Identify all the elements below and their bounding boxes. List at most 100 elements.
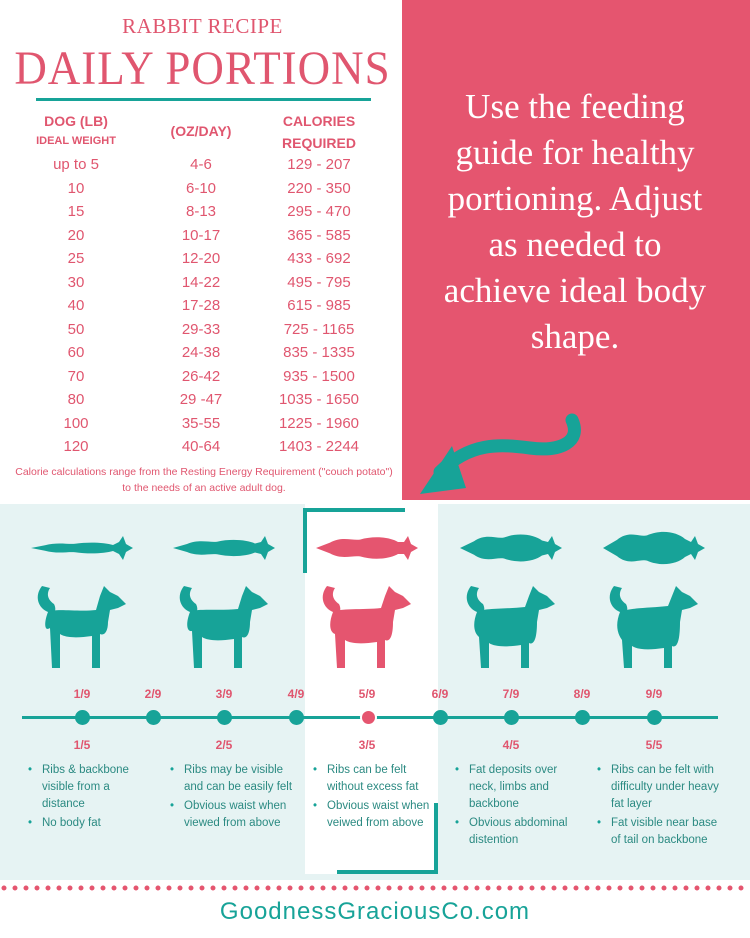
page-title: DAILY PORTIONS xyxy=(14,41,391,95)
scale-dot-3 xyxy=(217,710,232,725)
oz-cell: 4-6 xyxy=(190,156,212,173)
dog-top-view-1 xyxy=(31,536,133,560)
weight-cell: 10 xyxy=(67,179,85,197)
table-row: up to 5 4-6 129 - 207 xyxy=(0,156,405,180)
bracket-right xyxy=(434,803,438,874)
dog-top-view-4 xyxy=(460,534,562,562)
condition-description-2: Ribs may be visible and can be easily fe… xyxy=(170,762,295,832)
oz-cell: 12-20 xyxy=(181,250,221,267)
dog-side-view-5 xyxy=(609,586,698,668)
scale-dot-4 xyxy=(289,710,304,725)
guide-text: Use the feeding guide for healthy portio… xyxy=(443,87,707,356)
condition-description-5: Ribs can be felt with difficulty under h… xyxy=(597,762,722,849)
col-header-calories: CALORIES REQUIRED xyxy=(265,113,373,151)
portion-table: up to 5 4-6 129 - 207 10 6-10 220 - 350 15 8-13… xyxy=(0,156,405,462)
nine-point-label: 8/9 xyxy=(573,687,591,701)
five-point-label: 3/5 xyxy=(358,738,376,752)
weight-cell: 60 xyxy=(67,344,85,361)
calories-cell: 295 - 470 xyxy=(287,203,351,220)
condition-description-3: Ribs can be felt without excess fatObvio… xyxy=(313,762,433,832)
bracket-left xyxy=(303,508,307,573)
weight-cell: 50 xyxy=(67,320,85,338)
calories-cell: 615 - 985 xyxy=(287,297,351,314)
dog-side-view-4 xyxy=(466,586,555,668)
dog-side-view-1 xyxy=(37,586,126,668)
calories-cell: 220 - 350 xyxy=(287,179,351,197)
bracket-bottom xyxy=(337,870,438,874)
col-header-oz-label: (OZ/DAY) xyxy=(170,123,232,139)
weight-cell: 15 xyxy=(67,203,85,220)
nine-point-label: 9/9 xyxy=(645,687,663,701)
weight-cell: 120 xyxy=(63,438,89,455)
calories-cell: 495 - 795 xyxy=(287,273,351,291)
description-bullet: No body fat xyxy=(28,815,153,832)
scale-dot-8 xyxy=(575,710,590,725)
dog-top-view-2 xyxy=(173,536,275,560)
oz-cell: 40-64 xyxy=(181,438,221,455)
table-row: 100 35-55 1225 - 1960 xyxy=(0,415,405,439)
calories-cell: 433 - 692 xyxy=(287,250,351,267)
table-row: 120 40-64 1403 - 2244 xyxy=(0,438,405,462)
title-divider xyxy=(36,98,371,101)
oz-cell: 29 -47 xyxy=(179,391,223,408)
col-header-calories-line2: REQUIRED xyxy=(282,135,356,151)
table-row: 15 8-13 295 - 470 xyxy=(0,203,405,227)
five-point-label: 4/5 xyxy=(502,738,520,752)
table-row: 25 12-20 433 - 692 xyxy=(0,250,405,274)
weight-cell: 80 xyxy=(67,391,85,408)
table-row: 80 29 -47 1035 - 1650 xyxy=(0,391,405,415)
oz-cell: 6-10 xyxy=(185,179,217,197)
scale-dot-5 xyxy=(360,709,377,726)
description-bullet: Ribs can be felt without excess fat xyxy=(313,762,433,796)
calorie-note: Calorie calculations range from the Rest… xyxy=(15,466,393,494)
five-point-label: 1/5 xyxy=(73,738,91,752)
scale-dot-2 xyxy=(146,710,161,725)
description-bullet: Fat deposits over neck, limbs and backbo… xyxy=(455,762,580,813)
weight-cell: 100 xyxy=(63,414,89,432)
oz-cell: 24-38 xyxy=(181,344,221,361)
calories-cell: 1035 - 1650 xyxy=(278,391,360,408)
weight-cell: 25 xyxy=(67,250,85,267)
condition-description-4: Fat deposits over neck, limbs and backbo… xyxy=(455,762,580,849)
oz-cell: 26-42 xyxy=(181,367,221,385)
website-link[interactable]: GoodnessGraciousCo.com xyxy=(219,898,531,925)
calories-cell: 1403 - 2244 xyxy=(278,438,360,455)
table-row: 40 17-28 615 - 985 xyxy=(0,297,405,321)
table-row: 50 29-33 725 - 1165 xyxy=(0,321,405,345)
oz-cell: 35-55 xyxy=(181,414,221,432)
dog-side-view-3 xyxy=(322,586,411,668)
recipe-subtitle: RABBIT RECIPE xyxy=(122,14,283,38)
description-bullet: Obvious waist when viewed from above xyxy=(170,798,295,832)
nine-point-label: 7/9 xyxy=(502,687,520,701)
table-row: 60 24-38 835 - 1335 xyxy=(0,344,405,368)
weight-cell: 20 xyxy=(67,226,85,244)
description-bullet: Ribs can be felt with difficulty under h… xyxy=(597,762,722,813)
oz-cell: 14-22 xyxy=(181,273,221,291)
oz-cell: 17-28 xyxy=(181,297,221,314)
calories-cell: 725 - 1165 xyxy=(283,320,355,338)
oz-cell: 8-13 xyxy=(185,203,217,220)
description-bullet: Ribs may be visible and can be easily fe… xyxy=(170,762,295,796)
table-row: 70 26-42 935 - 1500 xyxy=(0,368,405,392)
col-header-weight-line2: IDEAL WEIGHT xyxy=(36,135,116,147)
weight-cell: up to 5 xyxy=(53,156,99,173)
dog-side-view-2 xyxy=(179,586,268,668)
scale-dot-7 xyxy=(504,710,519,725)
dog-top-view-3 xyxy=(316,536,418,560)
weight-cell: 70 xyxy=(67,367,85,385)
calories-cell: 1225 - 1960 xyxy=(278,414,360,432)
five-point-label: 5/5 xyxy=(645,738,663,752)
weight-cell: 40 xyxy=(67,297,85,314)
description-bullet: Obvious abdominal distention xyxy=(455,815,580,849)
calories-cell: 129 - 207 xyxy=(287,156,351,173)
weight-cell: 30 xyxy=(67,273,85,291)
dog-top-view-5 xyxy=(603,531,705,565)
nine-point-label: 3/9 xyxy=(215,687,233,701)
nine-point-label: 2/9 xyxy=(144,687,162,701)
five-point-label: 2/5 xyxy=(215,738,233,752)
col-header-weight: DOG (LB) IDEAL WEIGHT xyxy=(22,113,130,147)
table-row: 10 6-10 220 - 350 xyxy=(0,180,405,204)
calories-cell: 835 - 1335 xyxy=(283,344,355,361)
condition-description-1: Ribs & backbone visible from a distance N… xyxy=(28,762,153,832)
description-bullet: Fat visible near base of tail on backbon… xyxy=(597,815,722,849)
